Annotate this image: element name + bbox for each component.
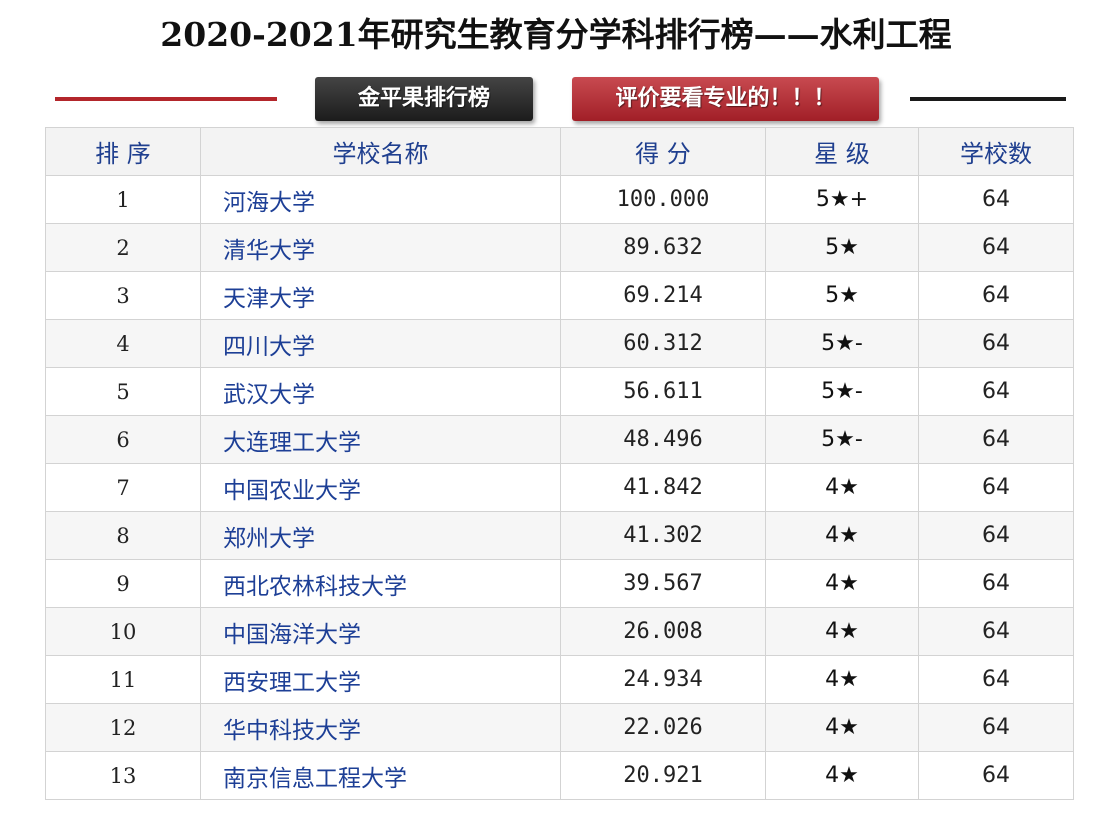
school-link[interactable]: 南京信息工程大学 — [200, 751, 561, 800]
school-count-cell: 64 — [918, 511, 1074, 560]
star-rating-cell: 4★ — [765, 607, 919, 656]
star-rating-cell: 4★ — [765, 703, 919, 752]
school-link[interactable]: 郑州大学 — [200, 511, 561, 560]
black-divider — [910, 97, 1066, 101]
table-row: 13 南京信息工程大学 20.921 4★ 64 — [45, 751, 1074, 800]
score-cell: 26.008 — [560, 607, 766, 656]
school-count-cell: 64 — [918, 223, 1074, 272]
table-header-row: 排 序 学校名称 得 分 星 级 学校数 — [45, 127, 1074, 176]
header-rank: 排 序 — [45, 127, 201, 176]
score-cell: 60.312 — [560, 319, 766, 368]
page-title: 2020-2021年研究生教育分学科排行榜——水利工程 — [160, 15, 952, 54]
header-score: 得 分 — [560, 127, 766, 176]
score-cell: 56.611 — [560, 367, 766, 416]
table-row: 11 西安理工大学 24.934 4★ 64 — [45, 655, 1074, 704]
school-count-cell: 64 — [918, 607, 1074, 656]
rank-cell: 1 — [45, 175, 201, 224]
school-link[interactable]: 四川大学 — [200, 319, 561, 368]
school-link[interactable]: 河海大学 — [200, 175, 561, 224]
header-count: 学校数 — [918, 127, 1074, 176]
rank-cell: 9 — [45, 559, 201, 608]
school-link[interactable]: 华中科技大学 — [200, 703, 561, 752]
school-count-cell: 64 — [918, 319, 1074, 368]
star-rating-cell: 4★ — [765, 751, 919, 800]
table-row: 10 中国海洋大学 26.008 4★ 64 — [45, 607, 1074, 656]
rank-cell: 11 — [45, 655, 201, 704]
score-cell: 22.026 — [560, 703, 766, 752]
table-row: 6 大连理工大学 48.496 5★- 64 — [45, 415, 1074, 464]
ranking-table: 排 序 学校名称 得 分 星 级 学校数 1 河海大学 100.000 5★+ … — [45, 127, 1074, 800]
school-link[interactable]: 武汉大学 — [200, 367, 561, 416]
school-link[interactable]: 西安理工大学 — [200, 655, 561, 704]
rank-cell: 8 — [45, 511, 201, 560]
school-link[interactable]: 中国农业大学 — [200, 463, 561, 512]
score-cell: 89.632 — [560, 223, 766, 272]
score-cell: 41.302 — [560, 511, 766, 560]
school-link[interactable]: 大连理工大学 — [200, 415, 561, 464]
score-cell: 69.214 — [560, 271, 766, 320]
score-cell: 39.567 — [560, 559, 766, 608]
score-cell: 41.842 — [560, 463, 766, 512]
score-cell: 24.934 — [560, 655, 766, 704]
star-rating-cell: 4★ — [765, 511, 919, 560]
table-row: 3 天津大学 69.214 5★ 64 — [45, 271, 1074, 320]
school-count-cell: 64 — [918, 463, 1074, 512]
table-row: 4 四川大学 60.312 5★- 64 — [45, 319, 1074, 368]
star-rating-cell: 5★- — [765, 415, 919, 464]
school-count-cell: 64 — [918, 655, 1074, 704]
star-rating-cell: 5★- — [765, 367, 919, 416]
rank-cell: 5 — [45, 367, 201, 416]
star-rating-cell: 4★ — [765, 559, 919, 608]
slogan-banner: 评价要看专业的！！！ — [572, 77, 879, 121]
school-count-cell: 64 — [918, 559, 1074, 608]
school-count-cell: 64 — [918, 415, 1074, 464]
star-rating-cell: 4★ — [765, 655, 919, 704]
star-rating-cell: 5★- — [765, 319, 919, 368]
score-cell: 100.000 — [560, 175, 766, 224]
star-rating-cell: 4★ — [765, 463, 919, 512]
school-count-cell: 64 — [918, 751, 1074, 800]
school-count-cell: 64 — [918, 175, 1074, 224]
star-rating-cell: 5★ — [765, 223, 919, 272]
red-divider — [55, 97, 277, 101]
table-row: 5 武汉大学 56.611 5★- 64 — [45, 367, 1074, 416]
header-stars: 星 级 — [765, 127, 919, 176]
star-rating-cell: 5★ — [765, 271, 919, 320]
table-row: 7 中国农业大学 41.842 4★ 64 — [45, 463, 1074, 512]
rank-cell: 13 — [45, 751, 201, 800]
table-row: 2 清华大学 89.632 5★ 64 — [45, 223, 1074, 272]
rank-cell: 7 — [45, 463, 201, 512]
score-cell: 20.921 — [560, 751, 766, 800]
school-count-cell: 64 — [918, 271, 1074, 320]
table-row: 1 河海大学 100.000 5★+ 64 — [45, 175, 1074, 224]
ranking-brand-banner: 金平果排行榜 — [315, 77, 533, 121]
school-link[interactable]: 清华大学 — [200, 223, 561, 272]
star-rating-cell: 5★+ — [765, 175, 919, 224]
rank-cell: 2 — [45, 223, 201, 272]
school-link[interactable]: 天津大学 — [200, 271, 561, 320]
rank-cell: 4 — [45, 319, 201, 368]
school-count-cell: 64 — [918, 703, 1074, 752]
header-school: 学校名称 — [200, 127, 561, 176]
rank-cell: 10 — [45, 607, 201, 656]
rank-cell: 12 — [45, 703, 201, 752]
school-count-cell: 64 — [918, 367, 1074, 416]
rank-cell: 6 — [45, 415, 201, 464]
table-row: 12 华中科技大学 22.026 4★ 64 — [45, 703, 1074, 752]
school-link[interactable]: 中国海洋大学 — [200, 607, 561, 656]
table-row: 8 郑州大学 41.302 4★ 64 — [45, 511, 1074, 560]
table-row: 9 西北农林科技大学 39.567 4★ 64 — [45, 559, 1074, 608]
rank-cell: 3 — [45, 271, 201, 320]
score-cell: 48.496 — [560, 415, 766, 464]
school-link[interactable]: 西北农林科技大学 — [200, 559, 561, 608]
